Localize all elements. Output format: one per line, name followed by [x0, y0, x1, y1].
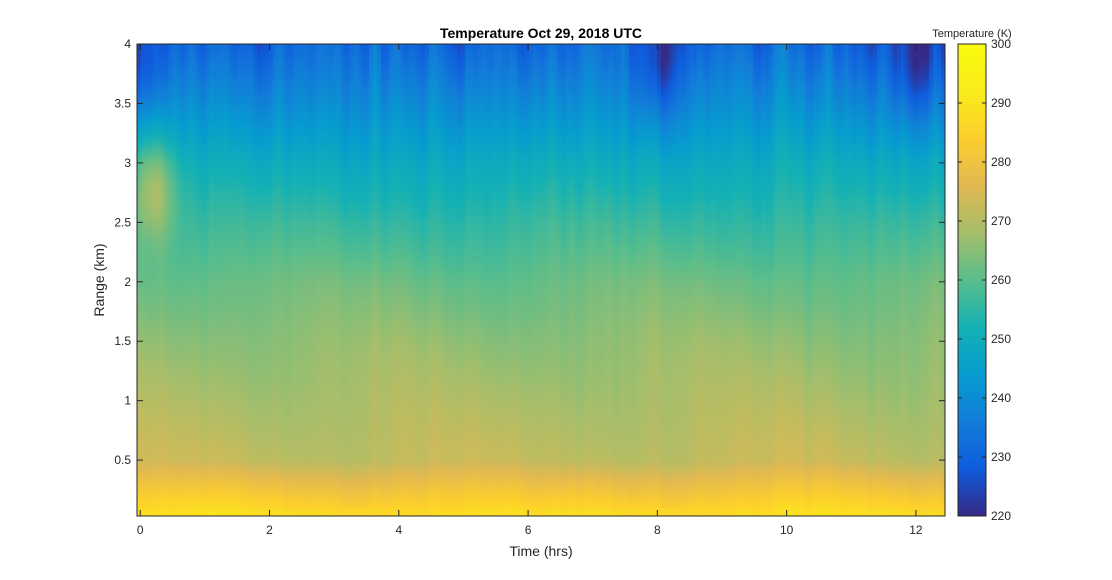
colorbar-tick-label: 300 [991, 37, 1011, 51]
x-tick-label: 4 [395, 523, 402, 537]
x-tick-label: 6 [525, 523, 532, 537]
colorbar-tick-label: 260 [991, 273, 1011, 287]
plot-area [136, 43, 946, 517]
colorbar-tick-label: 230 [991, 450, 1011, 464]
y-tick-label: 3.5 [114, 96, 131, 110]
y-tick-label: 2.5 [114, 215, 131, 229]
plot-frame [136, 43, 946, 517]
colorbar-tick-label: 270 [991, 214, 1011, 228]
colorbar-ticks: 220 230 240 250 260 270 280 290 300 [958, 37, 1011, 523]
colorbar-tick-label: 280 [991, 155, 1011, 169]
heatmap-image [137, 44, 945, 516]
y-tick-label: 2 [124, 275, 131, 289]
colorbar-title: Temperature (K) [932, 28, 1011, 40]
colorbar-tick-label: 220 [991, 509, 1011, 523]
y-tick-label: 0.5 [114, 453, 131, 467]
x-tick-label: 8 [654, 523, 661, 537]
x-tick-label: 0 [137, 523, 144, 537]
colorbar: Temperature (K) 220 230 240 250 260 270 280 290… [932, 28, 1011, 523]
y-axis-ticks: 0.5 1 1.5 2 2.5 3 3.5 4 [114, 37, 945, 467]
x-tick-label: 10 [780, 523, 794, 537]
y-tick-label: 1.5 [114, 334, 131, 348]
y-tick-label: 4 [124, 37, 131, 51]
colorbar-gradient [958, 44, 986, 516]
chart-title: Temperature Oct 29, 2018 UTC [440, 25, 642, 41]
y-axis-label: Range (km) [91, 243, 107, 316]
colorbar-tick-label: 240 [991, 391, 1011, 405]
x-tick-label: 12 [909, 523, 923, 537]
colorbar-tick-label: 290 [991, 96, 1011, 110]
x-axis-label: Time (hrs) [509, 543, 572, 559]
colorbar-tick-label: 250 [991, 332, 1011, 346]
y-tick-label: 1 [124, 394, 131, 408]
x-tick-label: 2 [266, 523, 273, 537]
x-axis-ticks: 0 2 4 6 8 10 12 [137, 44, 923, 537]
y-tick-label: 3 [124, 156, 131, 170]
